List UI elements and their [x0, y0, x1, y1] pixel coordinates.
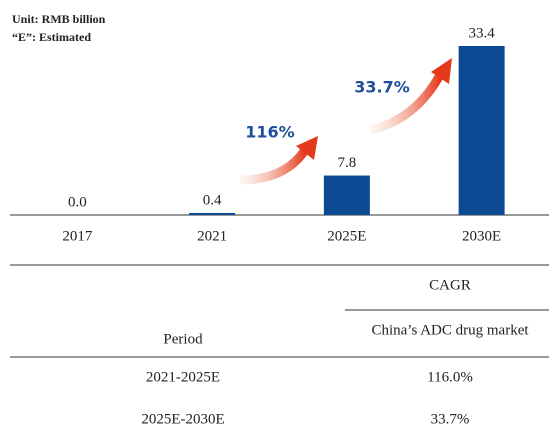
table-cell: 33.7% — [431, 411, 470, 427]
value-label: 33.4 — [469, 25, 496, 41]
growth-arrow — [239, 147, 309, 185]
x-tick-label: 2017 — [62, 228, 93, 244]
value-label: 7.8 — [338, 155, 357, 171]
table-header: CAGR — [429, 277, 471, 293]
arrow-head — [431, 58, 452, 84]
value-label: 0.4 — [203, 192, 222, 208]
table-header: China’s ADC drug market — [371, 322, 529, 338]
bar — [323, 175, 370, 215]
unit-note: Unit: RMB billion — [12, 12, 106, 26]
x-tick-label: 2025E — [327, 228, 366, 244]
table-cell: 2021-2025E — [146, 369, 220, 385]
value-label: 0.0 — [68, 194, 87, 210]
table-cell: 2025E-2030E — [141, 411, 224, 427]
estimate-note: “E”: Estimated — [12, 30, 91, 44]
growth-arrow — [368, 72, 444, 135]
table-cell: 116.0% — [427, 369, 473, 385]
bar — [189, 212, 236, 215]
growth-label: 33.7% — [354, 78, 410, 97]
growth-label: 116% — [245, 123, 294, 142]
arrow-head — [296, 136, 318, 160]
bar — [458, 46, 505, 215]
x-tick-label: 2030E — [462, 228, 501, 244]
x-tick-label: 2021 — [197, 228, 227, 244]
table-header: Period — [163, 331, 203, 347]
